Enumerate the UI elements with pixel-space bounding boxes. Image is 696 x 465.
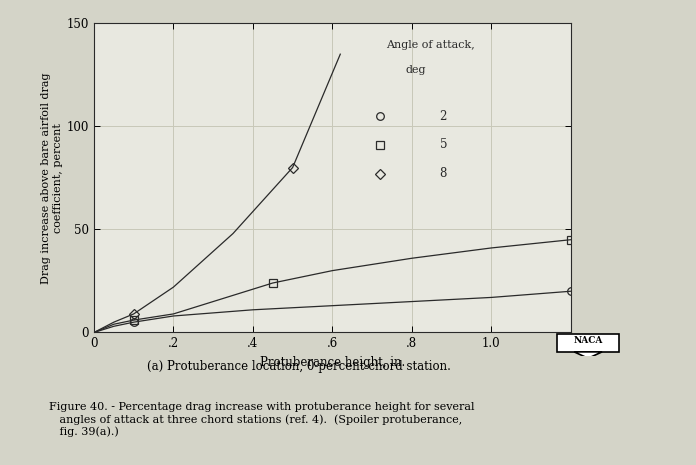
Text: 2: 2 — [440, 110, 447, 122]
FancyBboxPatch shape — [557, 334, 619, 352]
Text: Figure 40. - Percentage drag increase with protuberance height for several
   an: Figure 40. - Percentage drag increase wi… — [49, 402, 474, 437]
Text: deg: deg — [406, 65, 427, 75]
Text: NACA: NACA — [574, 336, 603, 345]
X-axis label: Protuberance height, in.: Protuberance height, in. — [260, 356, 405, 369]
Text: Angle of attack,: Angle of attack, — [386, 40, 475, 50]
Polygon shape — [574, 352, 602, 359]
Y-axis label: Drag increase above bare airfoil drag
coefficient, percent: Drag increase above bare airfoil drag co… — [41, 72, 63, 284]
Text: 5: 5 — [440, 139, 447, 152]
Text: (a) Protuberance location, 0-percent-chord station.: (a) Protuberance location, 0-percent-cho… — [148, 360, 451, 373]
Text: 8: 8 — [440, 167, 447, 180]
